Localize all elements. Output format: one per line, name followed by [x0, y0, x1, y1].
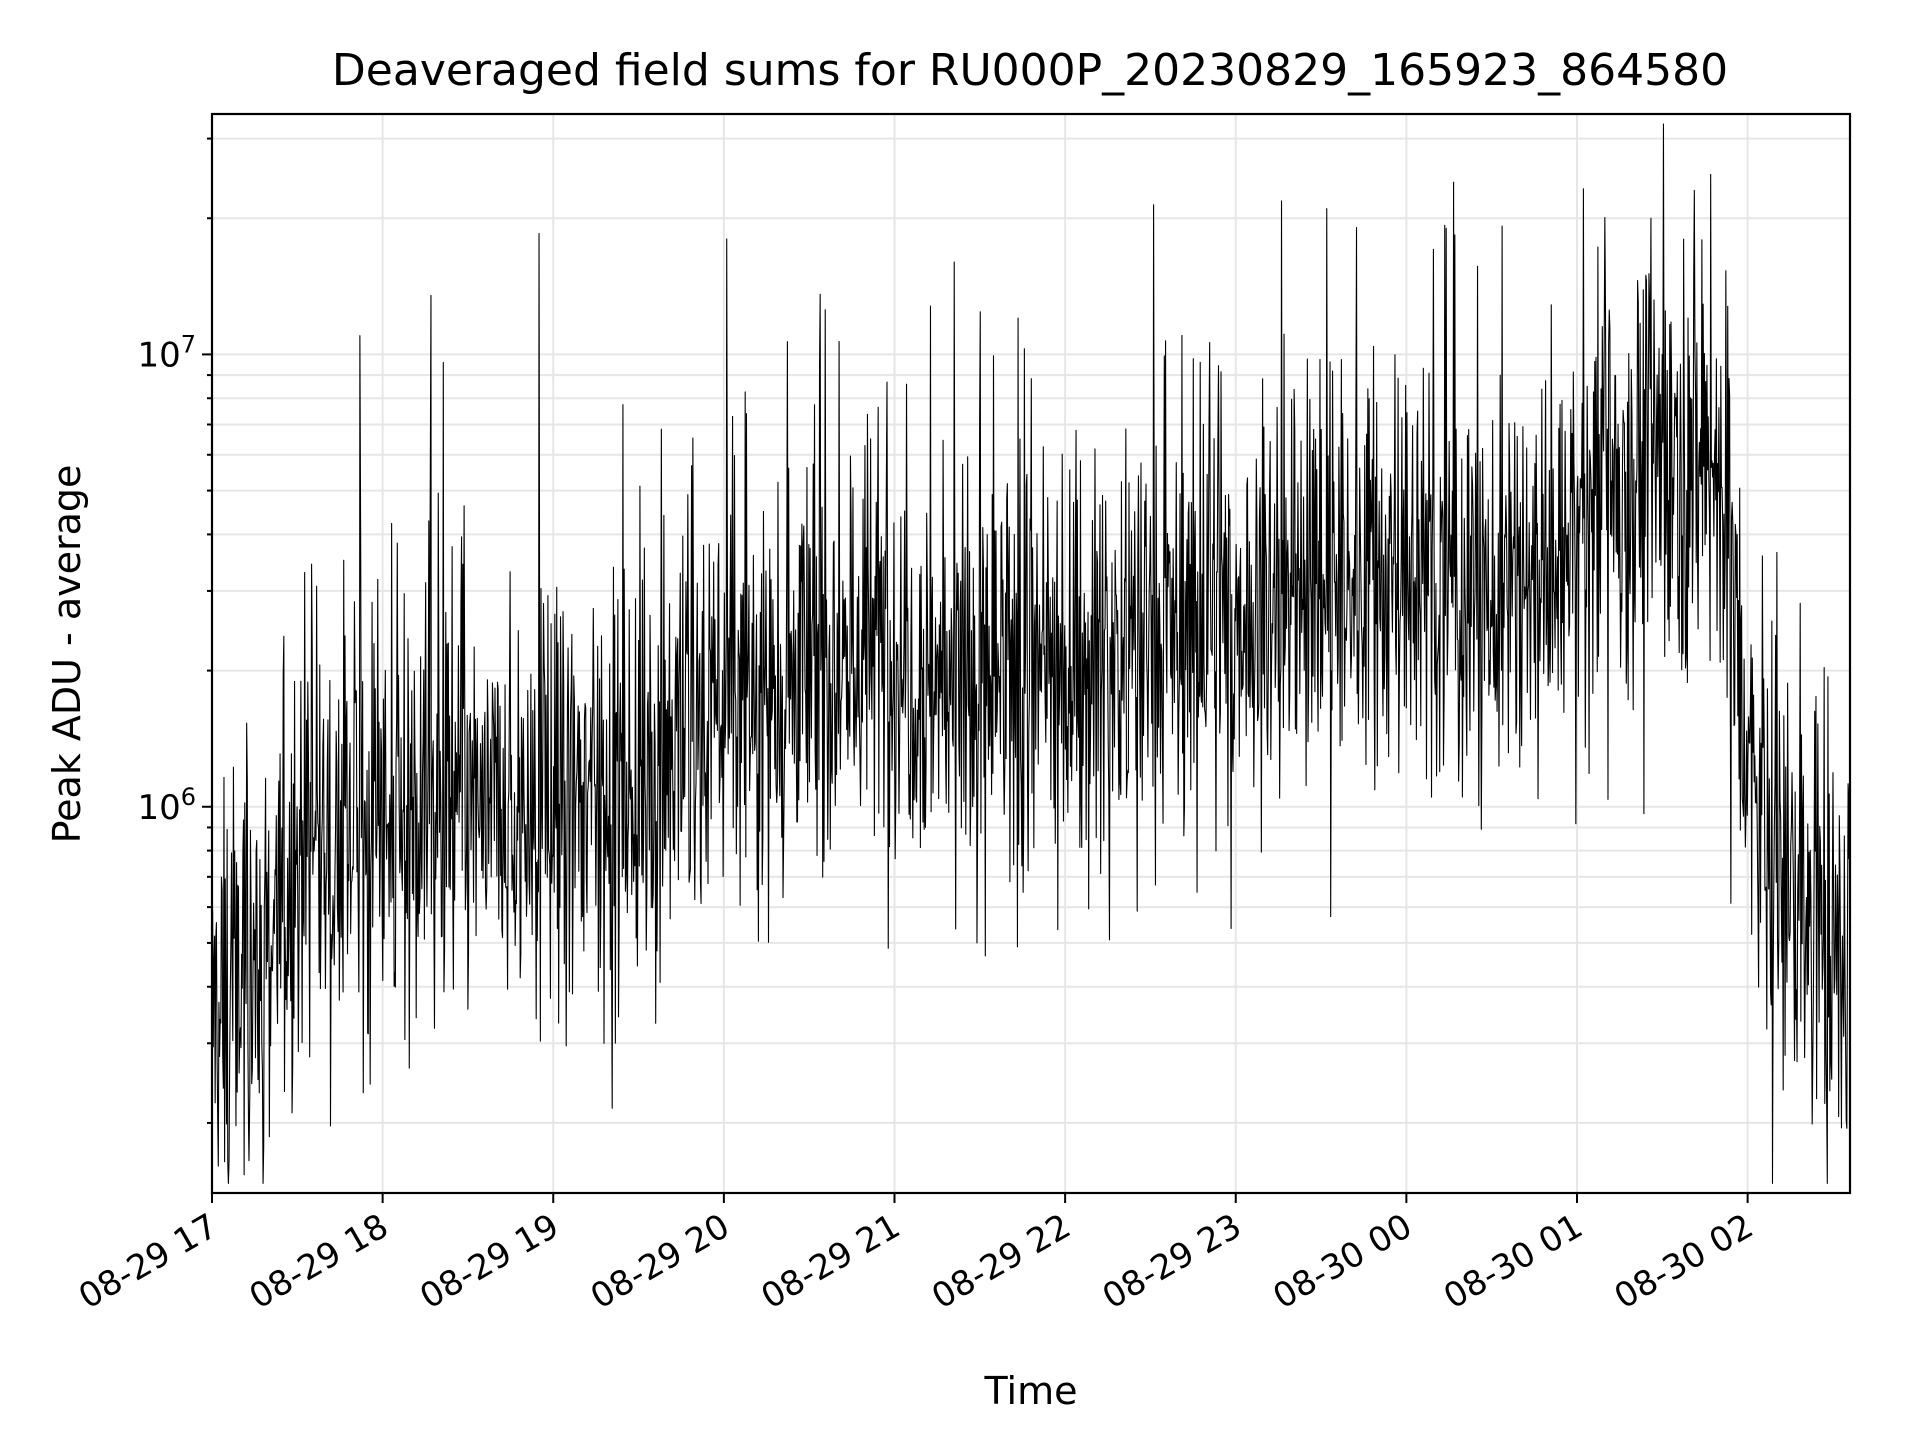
chart-title: Deaveraged field sums for RU000P_2023082… [332, 45, 1728, 96]
grid [211, 114, 1850, 1193]
y-tick-label: 107 [137, 330, 196, 375]
y-axis: 106 107 [137, 137, 212, 1124]
y-tick-label: 106 [137, 783, 196, 828]
plot-frame [210, 112, 1852, 1195]
series-layer [211, 123, 1851, 1184]
x-axis-label: Time [984, 1369, 1078, 1413]
y-axis-label: Peak ADU - average [45, 465, 89, 844]
series-line [211, 123, 1851, 1184]
